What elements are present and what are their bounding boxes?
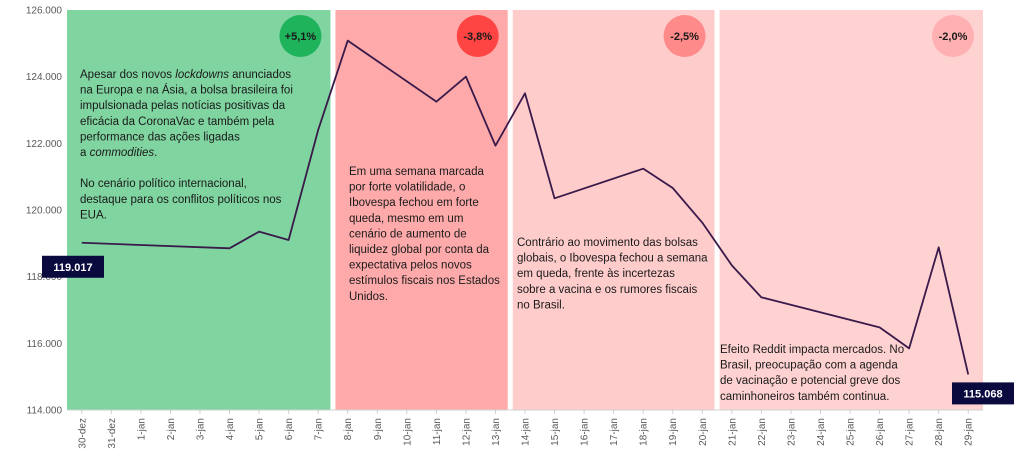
region-week-3 — [512, 10, 715, 410]
annotation-week-1-line: a commodities. — [80, 147, 157, 159]
x-tick-label: 31-dez — [107, 418, 118, 449]
annotation-week-2-line: liquidez global por conta da — [349, 244, 490, 256]
x-tick-label: 21-jan — [727, 418, 738, 446]
y-tick-label: 116.000 — [27, 339, 63, 350]
annotation-week-1-line: destaque para os conflitos políticos nos — [80, 194, 282, 206]
x-tick-label: 16-jan — [580, 418, 591, 446]
annotation-week-3-line: globais, o Ibovespa fechou a semana — [517, 253, 708, 265]
callout-label-start-value: 119.017 — [53, 262, 92, 274]
annotation-week-1-line: Apesar dos novos lockdowns anunciados — [80, 69, 291, 81]
x-tick-label: 14-jan — [521, 418, 532, 446]
y-tick-label: 122.000 — [26, 139, 63, 150]
annotation-week-4-line: de vacinação e potencial greve dos — [720, 375, 901, 387]
annotation-week-3-line: no Brasil. — [517, 299, 565, 311]
y-tick-label: 126.000 — [26, 6, 63, 17]
annotation-week-4-line: Brasil, preocupação com a agenda — [720, 360, 898, 372]
x-tick-label: 20-jan — [698, 418, 709, 446]
x-tick-label: 2-jan — [166, 418, 177, 440]
annotation-week-1-line: performance das ações ligadas — [80, 131, 240, 143]
x-tick-label: 26-jan — [875, 418, 886, 446]
x-tick-label: 27-jan — [905, 418, 916, 446]
badge-week-3 — [663, 15, 706, 57]
annotation-week-2-line: Ibovespa fechou em forte — [349, 197, 479, 209]
annotation-week-2-line: cenário de aumento de — [349, 228, 467, 240]
annotation-week-4-line: Efeito Reddit impacta mercados. No — [720, 344, 904, 356]
badge-week-1 — [279, 15, 322, 57]
annotation-week-2-line: estímulos fiscais nos Estados — [349, 275, 500, 287]
annotation-week-1-line: eficácia da CoronaVac e também pela — [80, 116, 275, 128]
badge-label-week-4: -2,0% — [939, 31, 968, 43]
x-tick-label: 23-jan — [786, 418, 797, 446]
annotation-week-1-line: na Europa e na Ásia, a bolsa brasileira … — [80, 84, 293, 97]
callout-box-start-value — [42, 255, 104, 278]
x-tick-label: 19-jan — [668, 418, 679, 446]
x-tick-label: 18-jan — [639, 418, 650, 446]
badge-label-week-3: -2,5% — [670, 31, 699, 43]
annotation-week-2-line: Unidos. — [349, 291, 388, 303]
annotation-week-3-line: sobre a vacina e os rumores fiscais — [517, 284, 697, 296]
region-week-4 — [719, 10, 983, 410]
x-tick-label: 29-jan — [964, 418, 975, 446]
annotation-week-4-line: caminhoneiros também continua. — [720, 391, 889, 403]
x-tick-label: 28-jan — [934, 418, 945, 446]
annotation-week-1-line: No cenário político internacional, — [80, 178, 247, 190]
x-tick-label: 17-jan — [609, 418, 620, 446]
x-tick-label: 22-jan — [757, 418, 768, 446]
annotation-week-1-line: impulsionada pelas notícias positivas da — [80, 100, 286, 112]
badge-label-week-2: -3,8% — [463, 31, 492, 43]
x-tick-label: 8-jan — [343, 418, 354, 440]
x-tick-label: 7-jan — [314, 418, 325, 440]
x-tick-label: 1-jan — [136, 418, 147, 440]
x-tick-label: 12-jan — [461, 418, 472, 446]
x-tick-label: 5-jan — [255, 418, 266, 440]
annotation-week-3-line: em queda, frente às incertezas — [517, 268, 675, 280]
series-line-ibovespa — [81, 39, 970, 375]
callout-label-end-value: 115.068 — [963, 388, 1002, 400]
x-tick-label: 3-jan — [195, 418, 206, 440]
x-tick-label: 10-jan — [402, 418, 413, 446]
annotation-week-3-line: Contrário ao movimento das bolsas — [517, 237, 698, 249]
annotation-week-2-line: por forte volatilidade, o — [349, 182, 465, 194]
x-tick-label: 24-jan — [816, 418, 827, 446]
annotation-week-1-line: EUA. — [80, 209, 107, 221]
badge-week-4 — [932, 15, 974, 57]
region-week-2 — [335, 10, 508, 410]
y-tick-label: 124.000 — [26, 72, 63, 83]
x-tick-label: 11-jan — [432, 418, 443, 445]
y-tick-label: 114.000 — [27, 406, 63, 417]
x-tick-label: 4-jan — [225, 418, 236, 440]
annotation-week-2-line: Em uma semana marcada — [349, 166, 484, 178]
region-week-1 — [67, 10, 331, 410]
x-tick-label: 13-jan — [491, 418, 502, 446]
x-tick-label: 30-dez — [77, 418, 88, 449]
annotation-week-2-line: expectativa pelos novos — [349, 260, 472, 272]
y-tick-label: 120.000 — [26, 206, 63, 217]
x-tick-label: 15-jan — [550, 418, 561, 446]
annotation-week-2-line: queda, mesmo em um — [349, 213, 463, 225]
callout-box-end-value — [952, 382, 1014, 405]
x-tick-label: 9-jan — [373, 418, 384, 440]
badge-label-week-1: +5,1% — [285, 31, 317, 43]
badge-week-2 — [456, 15, 499, 57]
x-tick-label: 6-jan — [284, 418, 295, 440]
x-tick-label: 25-jan — [846, 418, 857, 446]
